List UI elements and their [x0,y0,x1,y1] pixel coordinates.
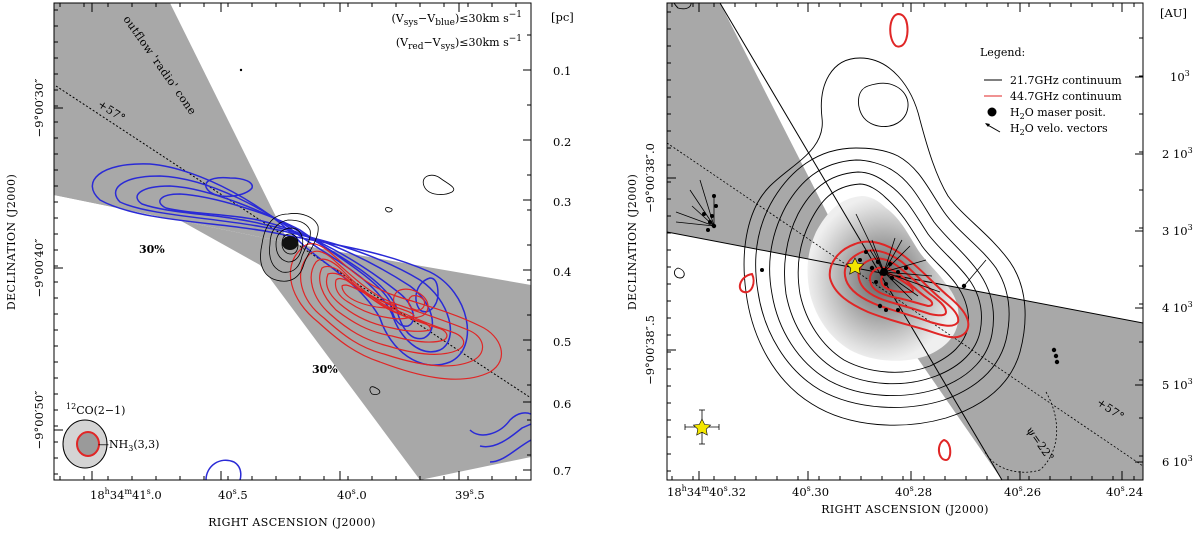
legend-red: (Vred−Vsys)≤30km s−1 [396,34,522,52]
blue-lobe-contours [91,163,531,480]
red-lobe-contours [289,243,502,380]
left-frame [53,2,532,481]
right-xtick-label: 40s.26 [1004,484,1041,499]
pc-tick-label: 0.6 [553,397,571,411]
legend-vector-arrowhead [985,123,990,127]
pc-tick-label: 0.7 [553,464,571,478]
pc-tick-label: 0.3 [553,195,571,209]
continuum-21-contours [673,3,1026,426]
legend-maser-dot [987,107,997,117]
pc-tick-label: 0.1 [553,64,571,78]
left-panel: outflow 'radio' cone +57° (Vsys−Vblue)≤3… [5,2,574,529]
right-frame [666,2,1144,481]
legend-44-text: 44.7GHz continuum [1010,90,1122,103]
right-xtick-label: 40s.30 [792,484,829,499]
blue-percent-label: 30% [139,243,165,256]
star-marker [692,418,712,436]
right-legend: Legend: 21.7GHz continuum 44.7GHz contin… [980,46,1122,137]
continuum-44-contours [738,12,970,462]
left-xtick-label: 40s.0 [337,487,367,502]
right-tick-marks [667,3,1143,480]
right-xlabel: RIGHT ASCENSION (J2000) [821,503,989,516]
red-percent-label: 30% [312,363,338,376]
right-xtick-label: 18h34m40s.32 [667,484,746,499]
isolated-dot [239,68,243,72]
left-right-axis-label: [pc] [551,10,574,24]
left-xtick-label: 39s.5 [455,487,485,502]
opening-angle-arc [1039,391,1057,471]
legend-title: Legend: [980,46,1025,59]
legend-21-text: 21.7GHz continuum [1010,74,1122,87]
right-right-axis-label: [AU] [1160,6,1187,20]
au-tick-label: 6 103 [1162,454,1193,469]
left-xtick-label: 40s.5 [218,487,248,502]
right-ytick-label: −9°00′38″.0 [643,143,657,213]
maser-positions [702,194,1060,365]
legend-blue: (Vsys−Vblue)≤30km s−1 [391,10,522,28]
cone-edge-right-2 [667,231,1143,324]
au-tick-label: 103 [1170,69,1190,84]
right-panel: Legend: 21.7GHz continuum 44.7GHz contin… [626,2,1193,516]
left-xlabel: RIGHT ASCENSION (J2000) [208,516,376,529]
beam-nh3-label: —NH3(3,3) [98,438,159,453]
left-xtick-label: 18h34m41s.0 [90,487,162,502]
left-ytick-label: −9°00′40″ [32,238,46,298]
left-tick-marks [54,3,531,480]
left-ylabel: DECLINATION (J2000) [5,174,18,310]
au-tick-label: 4 103 [1162,300,1193,315]
opening-angle-arc-2 [984,451,1041,473]
nh3-beam-ellipse [76,431,100,457]
pc-tick-label: 0.5 [553,335,571,349]
right-xtick-label: 40s.24 [1106,484,1143,499]
continuum-peak [282,236,298,250]
left-ytick-label: −9°00′50″ [32,390,46,450]
legend-maser-text: H2O maser posit. [1010,106,1106,121]
au-tick-label: 2 103 [1162,146,1193,161]
right-ylabel: DECLINATION (J2000) [626,174,639,310]
pc-tick-label: 0.4 [553,265,571,279]
au-tick-label: 5 103 [1162,377,1193,392]
star-marker [845,257,865,275]
right-xtick-label: 40s.28 [895,484,932,499]
beam-co-label: 12CO(2−1) [66,402,125,417]
central-continuum-contours [260,174,455,395]
outflow-cone-left-upper [54,3,289,243]
left-ytick-label: −9°00′30″ [32,78,46,138]
right-ytick-label: −9°00′38″.5 [643,315,657,385]
legend-vector-text: H2O velo. vectors [1010,122,1108,137]
pc-tick-label: 0.2 [553,135,571,149]
outflow-cone-left [54,3,531,480]
beam-group [62,419,108,469]
au-tick-label: 3 103 [1162,223,1193,238]
